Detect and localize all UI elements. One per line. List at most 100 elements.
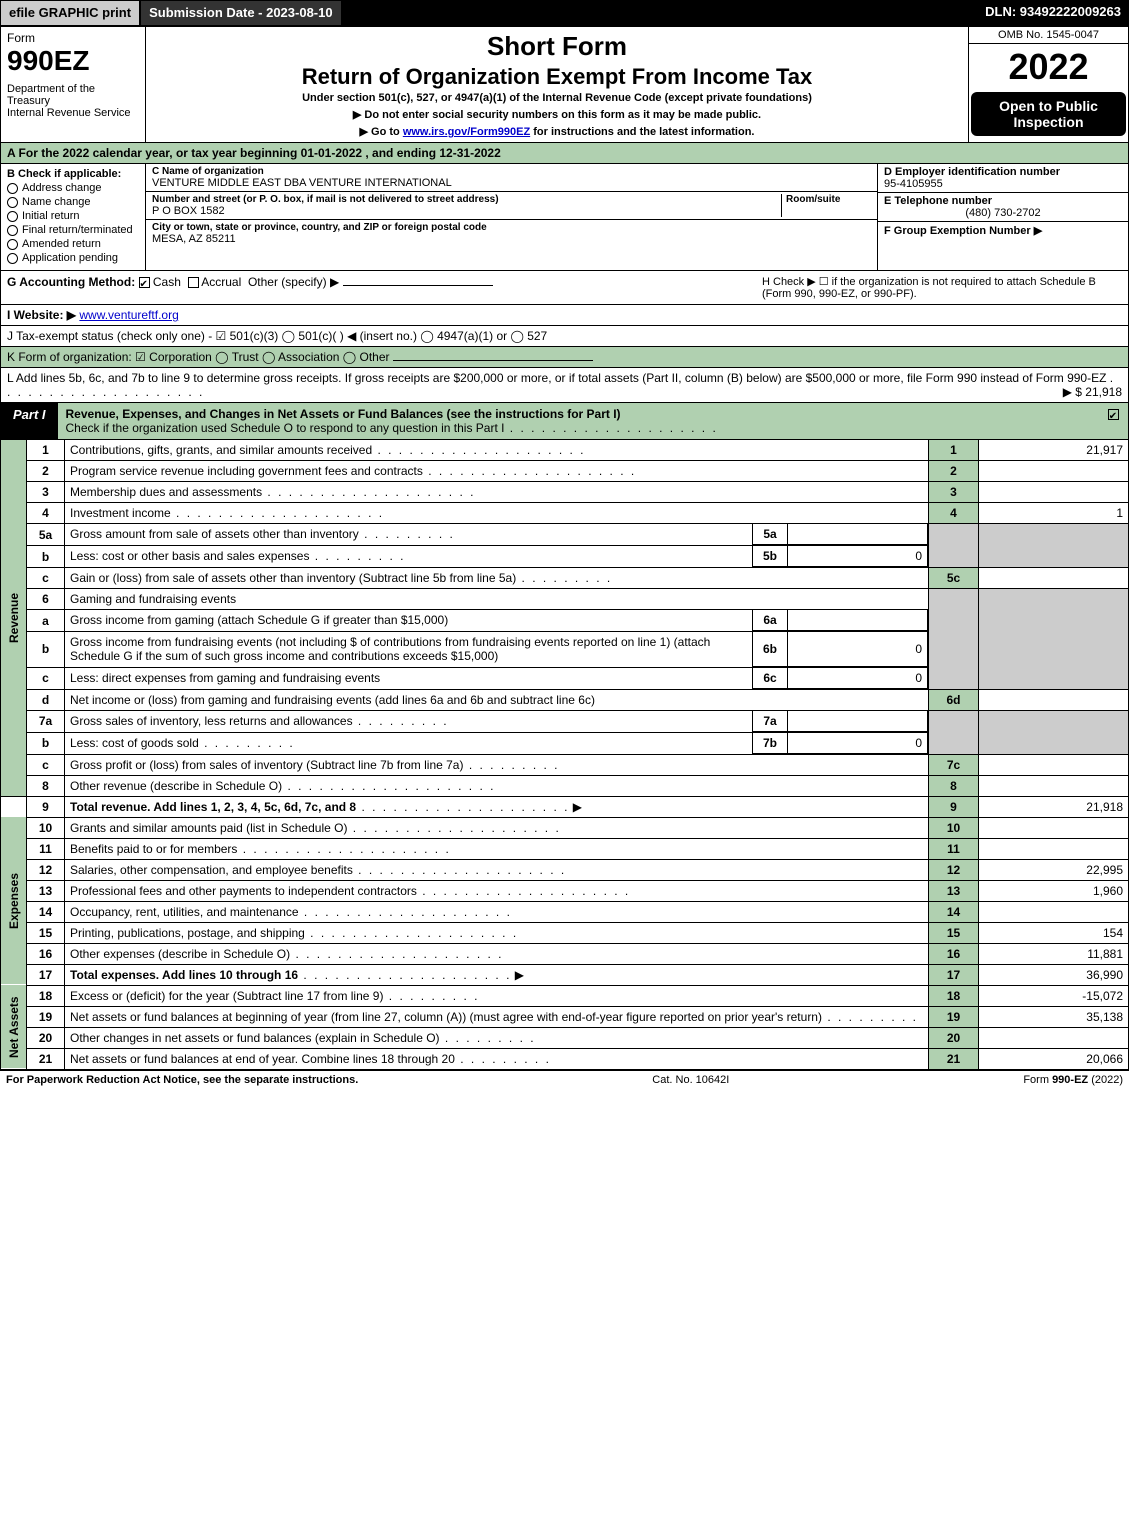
ln-15-text: Printing, publications, postage, and shi… — [65, 922, 929, 943]
ln-1-text: Contributions, gifts, grants, and simila… — [65, 440, 929, 461]
footer-cat: Cat. No. 10642I — [358, 1074, 1023, 1086]
form-header: Form 990EZ Department of the Treasury In… — [0, 26, 1129, 143]
form-number: 990EZ — [7, 45, 139, 77]
ln-21-box: 21 — [929, 1048, 979, 1069]
k-text: K Form of organization: ☑ Corporation ◯ … — [7, 350, 390, 364]
instr-ssn: ▶ Do not enter social security numbers o… — [156, 108, 958, 121]
ln-6b-num: b — [27, 632, 65, 668]
ln-7a-ival — [788, 711, 928, 732]
ln-11-val — [979, 838, 1129, 859]
org-address: P O BOX 1582 — [152, 205, 781, 217]
b-item: Amended return — [22, 238, 101, 250]
ln-21-text: Net assets or fund balances at end of ye… — [65, 1048, 929, 1069]
chk-initial-return[interactable] — [7, 211, 18, 222]
b-label: B Check if applicable: — [7, 168, 139, 180]
bcde-row: B Check if applicable: Address change Na… — [0, 164, 1129, 271]
ln-9-num: 9 — [27, 796, 65, 817]
part1-check-text: Check if the organization used Schedule … — [66, 421, 505, 435]
ln-5c-num: c — [27, 568, 65, 589]
ln-6a-num: a — [27, 610, 65, 632]
ln-4-text: Investment income — [65, 503, 929, 524]
ln-10-num: 10 — [27, 817, 65, 838]
ln-7b-num: b — [27, 732, 65, 754]
ln-10-box: 10 — [929, 817, 979, 838]
section-a-tax-year: A For the 2022 calendar year, or tax yea… — [0, 143, 1129, 164]
row-gh: G Accounting Method: Cash Accrual Other … — [0, 271, 1129, 305]
expenses-side-label: Expenses — [1, 817, 27, 985]
d-label: D Employer identification number — [884, 166, 1122, 178]
footer-left: For Paperwork Reduction Act Notice, see … — [6, 1074, 358, 1086]
section-j: J Tax-exempt status (check only one) - ☑… — [0, 326, 1129, 347]
efile-print-button[interactable]: efile GRAPHIC print — [0, 0, 140, 26]
l-amount: ▶ $ 21,918 — [1063, 385, 1122, 399]
b-item: Application pending — [22, 252, 118, 264]
ln-5b-num: b — [27, 546, 65, 568]
ln-12-text: Salaries, other compensation, and employ… — [65, 859, 929, 880]
irs-link[interactable]: www.irs.gov/Form990EZ — [403, 126, 530, 138]
footer-form: Form 990-EZ (2022) — [1023, 1074, 1123, 1086]
ln-14-box: 14 — [929, 901, 979, 922]
chk-address-change[interactable] — [7, 183, 18, 194]
instr-pre: ▶ Go to — [360, 126, 403, 138]
chk-application-pending[interactable] — [7, 253, 18, 264]
i-label: I Website: ▶ — [7, 308, 76, 322]
ln-5a-ibox: 5a — [753, 524, 788, 545]
ln-3-val — [979, 482, 1129, 503]
ln-1-val: 21,917 — [979, 440, 1129, 461]
ln-10-text: Grants and similar amounts paid (list in… — [65, 817, 929, 838]
instr-post: for instructions and the latest informat… — [530, 126, 754, 138]
grey-cell — [979, 710, 1129, 754]
section-g: G Accounting Method: Cash Accrual Other … — [7, 275, 762, 289]
ln-6d-text: Net income or (loss) from gaming and fun… — [65, 689, 929, 710]
ln-15-num: 15 — [27, 922, 65, 943]
grey-cell — [929, 710, 979, 754]
ln-16-val: 11,881 — [979, 943, 1129, 964]
chk-schedule-o[interactable] — [1108, 409, 1119, 420]
chk-accrual[interactable] — [188, 277, 199, 288]
ln-9-val: 21,918 — [979, 796, 1129, 817]
dots — [504, 421, 717, 435]
ln-5b-text: Less: cost or other basis and sales expe… — [65, 546, 929, 568]
ln-6b-text: Gross income from fundraising events (no… — [65, 632, 929, 668]
ln-6a-ibox: 6a — [753, 610, 788, 631]
spacer-cell — [1, 796, 27, 817]
part1-title: Revenue, Expenses, and Changes in Net As… — [58, 403, 1098, 439]
ln-13-num: 13 — [27, 880, 65, 901]
ln-3-box: 3 — [929, 482, 979, 503]
ln-8-text: Other revenue (describe in Schedule O) — [65, 775, 929, 796]
ln-11-num: 11 — [27, 838, 65, 859]
chk-name-change[interactable] — [7, 197, 18, 208]
section-i: I Website: ▶ www.ventureftf.org — [0, 305, 1129, 326]
ln-19-box: 19 — [929, 1006, 979, 1027]
k-other-input[interactable] — [393, 360, 593, 361]
grey-cell — [979, 589, 1129, 690]
chk-cash[interactable] — [139, 277, 150, 288]
ln-7c-num: c — [27, 754, 65, 775]
ln-7b-text: Less: cost of goods sold 7b 0 — [65, 732, 929, 754]
ein-value: 95-4105955 — [884, 178, 1122, 190]
section-def: D Employer identification number 95-4105… — [878, 164, 1128, 270]
omb-number: OMB No. 1545-0047 — [969, 27, 1128, 44]
ln-6c-ival: 0 — [788, 668, 928, 689]
ln-18-text: Excess or (deficit) for the year (Subtra… — [65, 985, 929, 1006]
ln-18-box: 18 — [929, 985, 979, 1006]
ln-20-val — [979, 1027, 1129, 1048]
ln-5a-text: Gross amount from sale of assets other t… — [65, 524, 929, 546]
chk-final-return[interactable] — [7, 225, 18, 236]
ln-9-text: Total revenue. Add lines 1, 2, 3, 4, 5c,… — [65, 796, 929, 817]
ln-6b-ibox: 6b — [753, 632, 788, 666]
website-link[interactable]: www.ventureftf.org — [79, 308, 178, 322]
chk-amended-return[interactable] — [7, 239, 18, 250]
short-form-title: Short Form — [156, 31, 958, 62]
ln-14-num: 14 — [27, 901, 65, 922]
ln-10-val — [979, 817, 1129, 838]
ln-12-val: 22,995 — [979, 859, 1129, 880]
ln-4-num: 4 — [27, 503, 65, 524]
ln-6c-text: Less: direct expenses from gaming and fu… — [65, 667, 929, 689]
other-specify-input[interactable] — [343, 285, 493, 286]
ln-16-text: Other expenses (describe in Schedule O) — [65, 943, 929, 964]
form-word: Form — [7, 31, 139, 45]
ln-6a-text: Gross income from gaming (attach Schedul… — [65, 610, 929, 632]
ln-6c-num: c — [27, 667, 65, 689]
ln-20-num: 20 — [27, 1027, 65, 1048]
